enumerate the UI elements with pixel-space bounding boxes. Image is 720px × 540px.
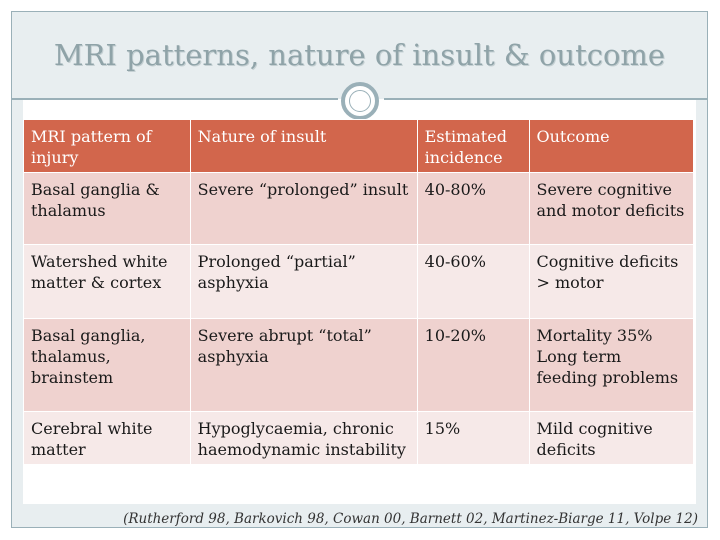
title-divider-right bbox=[384, 98, 707, 100]
cell-incidence: 10-20% bbox=[416, 318, 530, 412]
table-row: Basal ganglia, thalamus, brainstem Sever… bbox=[23, 318, 694, 412]
cell-mri-pattern: Watershed white matter & cortex bbox=[23, 244, 191, 319]
left-margin-band bbox=[12, 100, 23, 504]
cell-outcome: Cognitive deficits > motor bbox=[528, 244, 694, 319]
mri-outcome-table: MRI pattern of injury Nature of insult E… bbox=[23, 119, 694, 465]
table-row: Cerebral white matter Hypoglycaemia, chr… bbox=[23, 411, 694, 465]
title-divider-left bbox=[12, 98, 338, 100]
bottom-band bbox=[12, 504, 707, 527]
cell-mri-pattern: Basal ganglia & thalamus bbox=[23, 172, 191, 245]
divider-circle-icon bbox=[341, 82, 379, 120]
cell-incidence: 40-80% bbox=[416, 172, 530, 245]
cell-mri-pattern: Cerebral white matter bbox=[23, 411, 191, 465]
cell-outcome: Severe cognitive and motor deficits bbox=[528, 172, 694, 245]
cell-nature-of-insult: Severe “prolonged” insult bbox=[189, 172, 418, 245]
header-outcome: Outcome bbox=[528, 119, 694, 173]
right-margin-band bbox=[696, 100, 707, 504]
header-estimated-incidence: Estimated incidence bbox=[416, 119, 530, 173]
cell-nature-of-insult: Prolonged “partial” asphyxia bbox=[189, 244, 418, 319]
header-mri-pattern: MRI pattern of injury bbox=[23, 119, 191, 173]
slide-title: MRI patterns, nature of insult & outcome bbox=[53, 38, 666, 72]
cell-incidence: 40-60% bbox=[416, 244, 530, 319]
cell-outcome: Mortality 35% Long term feeding problems bbox=[528, 318, 694, 412]
header-nature-of-insult: Nature of insult bbox=[189, 119, 418, 173]
cell-nature-of-insult: Hypoglycaemia, chronic haemodynamic inst… bbox=[189, 411, 418, 465]
cell-incidence: 15% bbox=[416, 411, 530, 465]
cell-nature-of-insult: Severe abrupt “total” asphyxia bbox=[189, 318, 418, 412]
table-header-row: MRI pattern of injury Nature of insult E… bbox=[23, 119, 694, 173]
citation-references: (Rutherford 98, Barkovich 98, Cowan 00, … bbox=[123, 511, 698, 527]
table-row: Basal ganglia & thalamus Severe “prolong… bbox=[23, 172, 694, 245]
cell-mri-pattern: Basal ganglia, thalamus, brainstem bbox=[23, 318, 191, 412]
cell-outcome: Mild cognitive deficits bbox=[528, 411, 694, 465]
table-row: Watershed white matter & cortex Prolonge… bbox=[23, 244, 694, 319]
